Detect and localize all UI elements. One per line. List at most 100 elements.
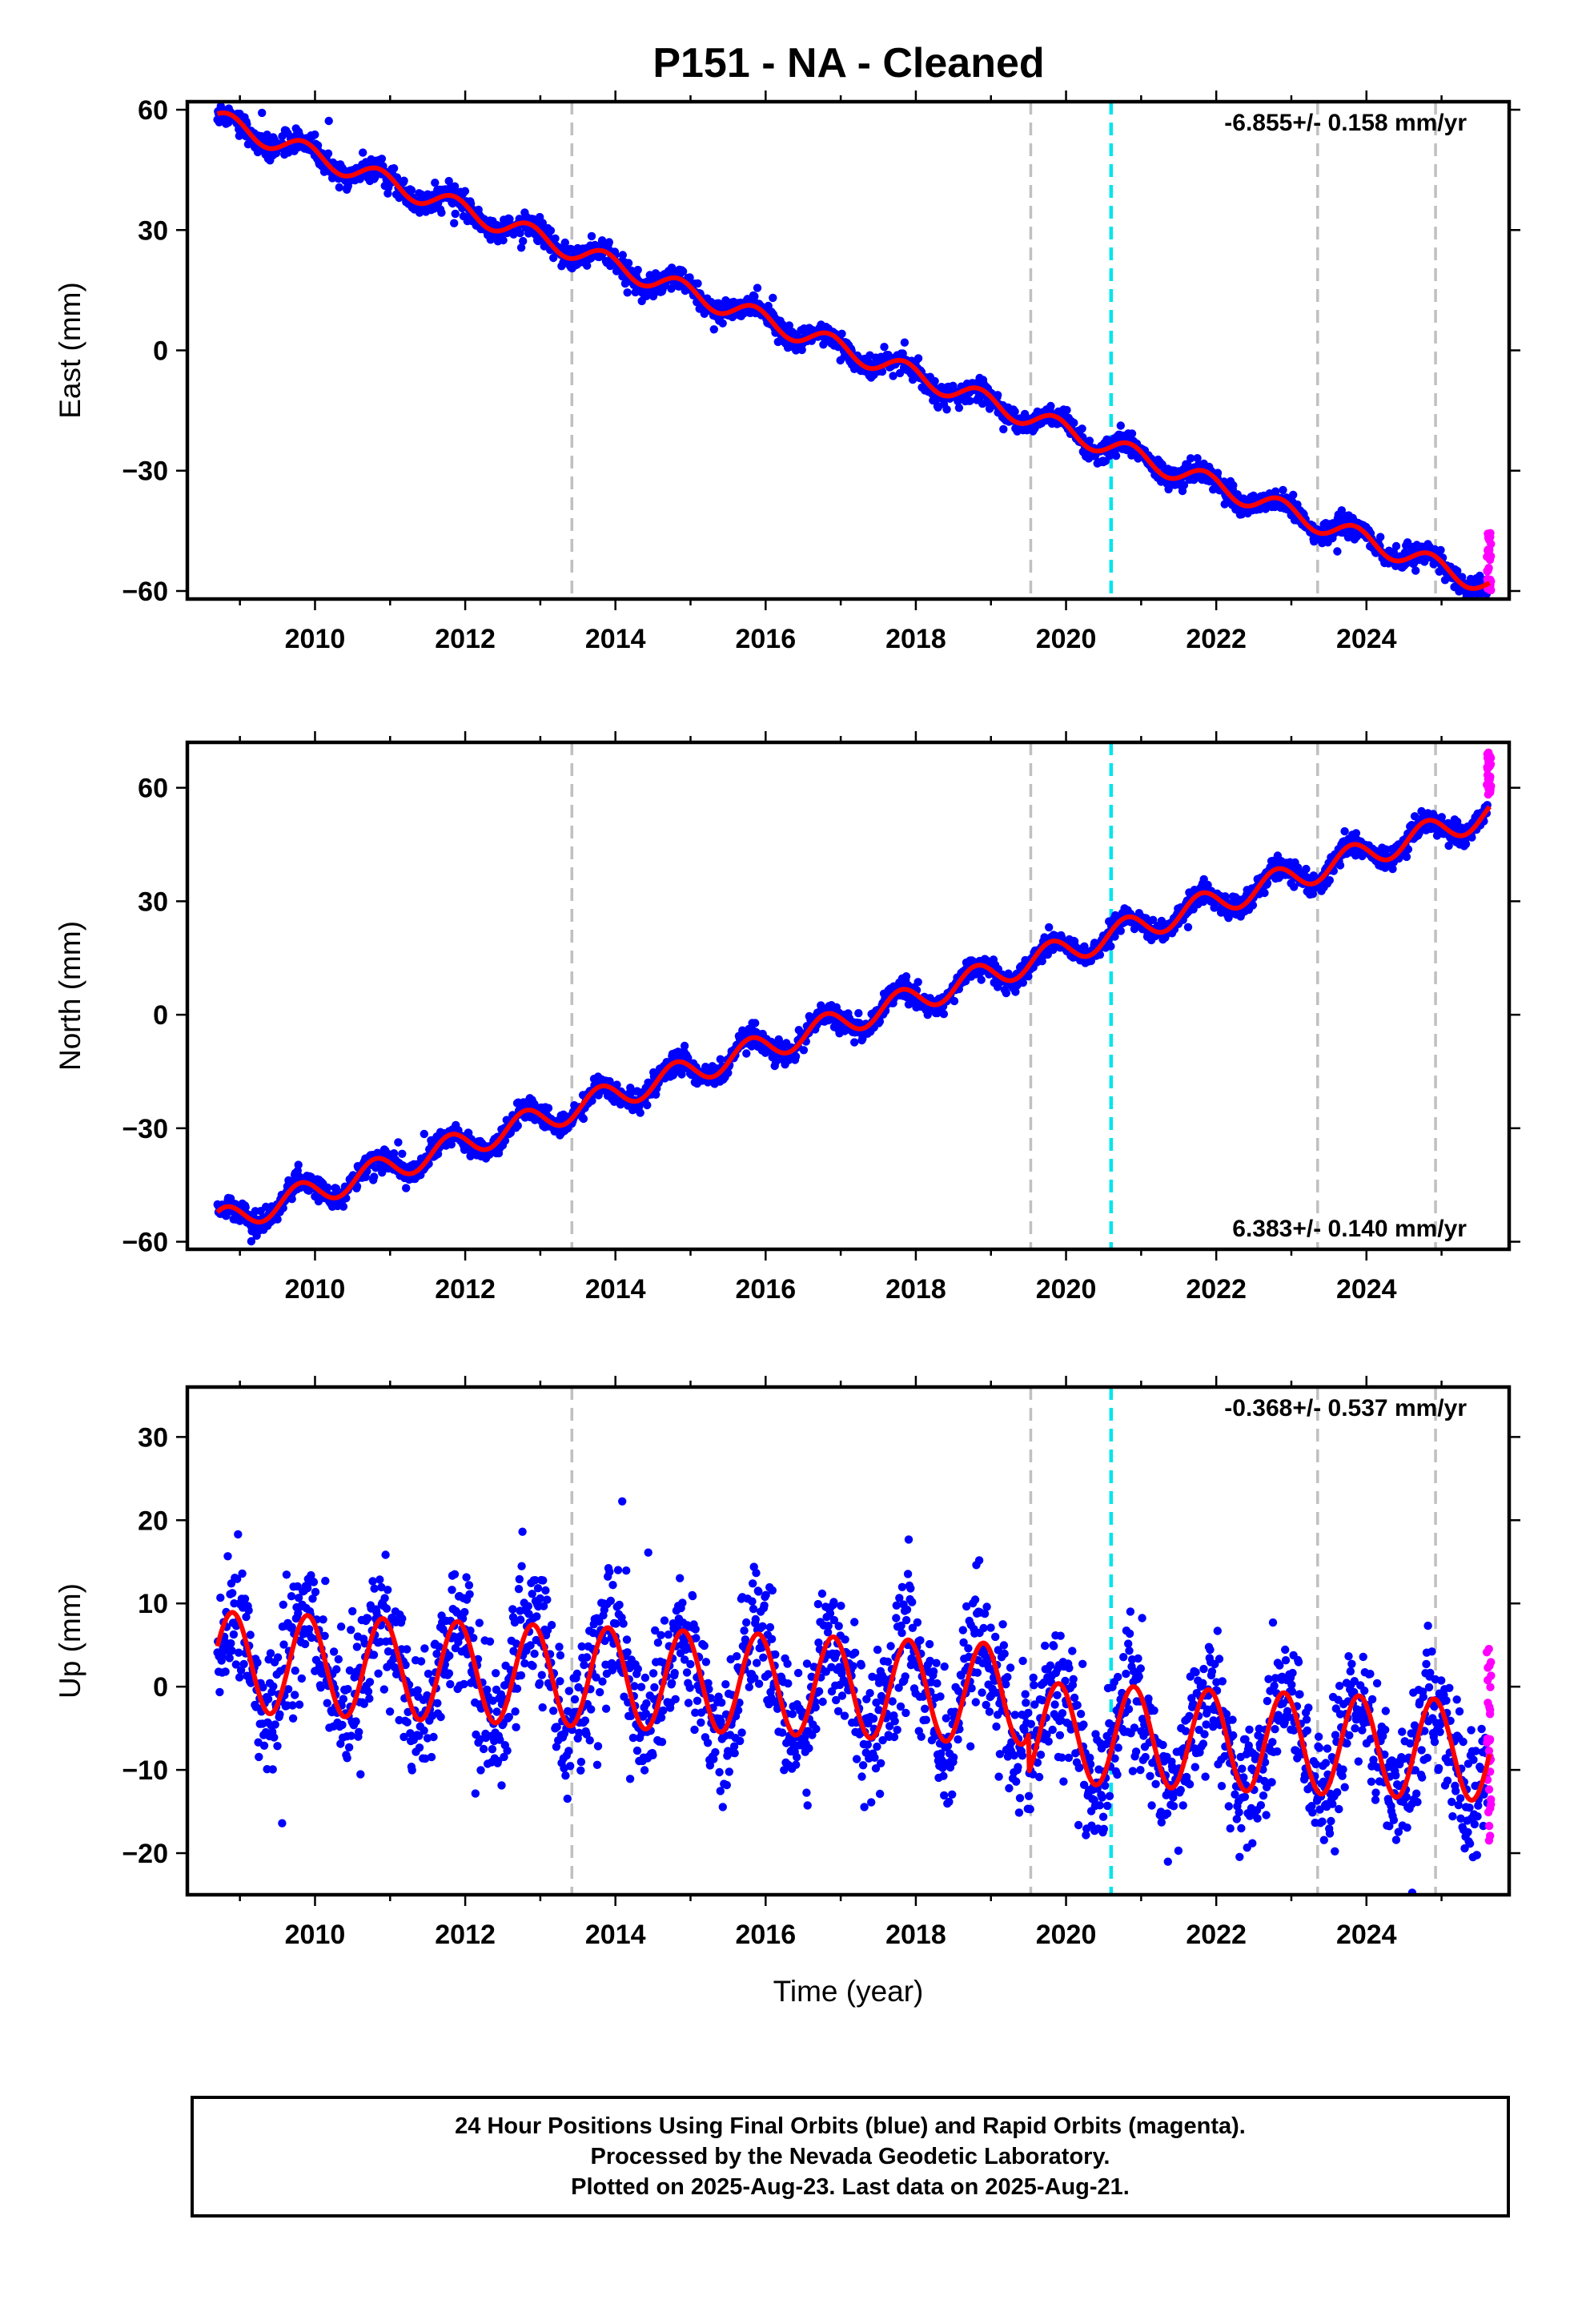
up-final-orbit-point: [382, 1604, 391, 1613]
east-final-orbit-point: [383, 189, 392, 198]
up-final-orbit-point: [336, 1622, 346, 1631]
up-final-orbit-point: [263, 1695, 273, 1703]
north-final-orbit-point: [939, 1010, 949, 1019]
east-final-orbit-point: [323, 149, 333, 158]
up-final-orbit-point: [408, 1766, 416, 1775]
east-final-orbit-point: [1158, 460, 1166, 469]
north-final-orbit-point: [579, 1114, 588, 1124]
up-final-orbit-point: [273, 1653, 283, 1662]
east-final-orbit-point: [460, 187, 470, 195]
east-final-orbit-point: [1391, 541, 1401, 551]
east-x-tick-label: 2012: [435, 624, 496, 654]
up-final-orbit-point: [275, 1710, 284, 1719]
up-final-orbit-point: [273, 1742, 282, 1751]
up-final-orbit-point: [319, 1615, 327, 1624]
up-final-orbit-point: [270, 1733, 279, 1742]
east-final-orbit-point: [359, 148, 367, 157]
east-final-orbit-point: [583, 261, 592, 270]
north-final-orbit-point: [339, 1202, 348, 1211]
east-final-orbit-point: [587, 231, 596, 241]
east-final-orbit-point: [900, 338, 909, 347]
up-final-orbit-point: [215, 1687, 224, 1697]
north-final-orbit-point: [1260, 888, 1269, 898]
up-final-orbit-point: [239, 1659, 248, 1669]
up-final-orbit-point: [355, 1727, 363, 1736]
up-final-orbit-point: [347, 1626, 355, 1634]
up-final-orbit-point: [244, 1606, 253, 1615]
figure-title: P151 - NA - Cleaned: [652, 40, 1044, 86]
east-panel: 2010 2012 2014 2016 2018 2020 2022 2024−60−3003…: [54, 90, 1520, 654]
east-y-tick-label: 60: [138, 95, 168, 126]
north-final-orbit-point: [1402, 852, 1411, 862]
north-final-orbit-point: [791, 1052, 801, 1061]
up-final-orbit-point: [374, 1669, 383, 1678]
east-final-orbit-point: [709, 325, 718, 334]
up-final-orbit-point: [375, 1575, 384, 1584]
up-final-orbit-point: [291, 1691, 299, 1699]
north-final-orbit-point: [513, 1121, 522, 1130]
up-final-orbit-point: [352, 1642, 362, 1651]
east-final-orbit-point: [624, 259, 633, 267]
up-final-orbit-point: [225, 1654, 234, 1663]
east-final-orbit-point: [1376, 533, 1385, 541]
up-final-orbit-point: [259, 1741, 269, 1750]
east-y-tick-label: 30: [138, 215, 168, 246]
north-final-orbit-point: [241, 1203, 250, 1212]
north-final-orbit-point: [402, 1184, 411, 1192]
east-final-orbit-point: [898, 349, 907, 358]
east-final-orbit-point: [1070, 418, 1078, 428]
east-final-orbit-point: [597, 236, 607, 245]
up-final-orbit-point: [300, 1639, 310, 1649]
north-final-orbit-point: [1325, 876, 1335, 885]
east-x-tick-label: 2018: [885, 624, 946, 654]
north-final-orbit-point: [1461, 839, 1471, 849]
east-final-orbit-point: [750, 292, 759, 301]
up-final-orbit-point: [370, 1584, 379, 1593]
up-final-orbit-point: [238, 1569, 247, 1578]
north-y-tick-label: 60: [138, 774, 168, 804]
east-final-orbit-point: [633, 265, 642, 275]
up-final-orbit-point: [398, 1614, 407, 1623]
east-x-tick-label: 2016: [735, 624, 796, 654]
east-final-orbit-point: [693, 279, 702, 288]
up-final-orbit-point: [427, 1752, 436, 1762]
east-rapid-orbit-point: [1485, 550, 1494, 559]
north-rapid-orbit-point: [1486, 754, 1496, 762]
north-final-orbit-point: [854, 1009, 863, 1018]
north-final-orbit-point: [751, 1019, 760, 1027]
north-x-tick-label: 2014: [585, 1274, 646, 1305]
east-final-orbit-point: [1127, 429, 1137, 438]
up-final-orbit-point: [403, 1645, 412, 1654]
up-final-orbit-point: [368, 1577, 377, 1586]
north-y-tick-label: −60: [122, 1228, 168, 1258]
up-final-orbit-point: [363, 1614, 372, 1623]
up-final-orbit-point: [227, 1638, 235, 1648]
east-final-orbit-point: [753, 283, 762, 292]
east-final-orbit-point: [560, 238, 569, 247]
up-final-orbit-point: [266, 1649, 275, 1658]
east-final-orbit-point: [1411, 566, 1420, 575]
east-final-orbit-point: [769, 293, 777, 303]
up-final-orbit-point: [381, 1550, 390, 1559]
up-final-orbit-point: [297, 1674, 306, 1683]
north-final-orbit-point: [1351, 829, 1361, 838]
east-final-orbit-point: [880, 343, 889, 352]
up-final-orbit-point: [287, 1592, 296, 1601]
east-final-orbit-point: [797, 345, 806, 355]
up-final-orbit-point: [356, 1770, 365, 1779]
up-final-orbit-point: [221, 1667, 230, 1676]
up-final-orbit-point: [279, 1600, 287, 1610]
east-final-orbit-point: [1289, 490, 1298, 500]
up-final-orbit-point: [351, 1717, 360, 1726]
east-final-orbit-point: [604, 238, 613, 247]
north-final-orbit-point: [636, 1108, 644, 1117]
up-final-orbit-point: [365, 1694, 374, 1703]
north-x-tick-label: 2020: [1036, 1274, 1097, 1305]
east-rapid-orbit-point: [1484, 536, 1494, 545]
north-final-orbit-point: [247, 1236, 256, 1246]
east-final-orbit-point: [450, 219, 459, 227]
east-x-tick-label: 2014: [585, 624, 646, 654]
east-final-orbit-point: [431, 179, 440, 187]
up-final-orbit-point: [240, 1594, 250, 1603]
east-y-axis-title: East (mm): [54, 282, 86, 419]
